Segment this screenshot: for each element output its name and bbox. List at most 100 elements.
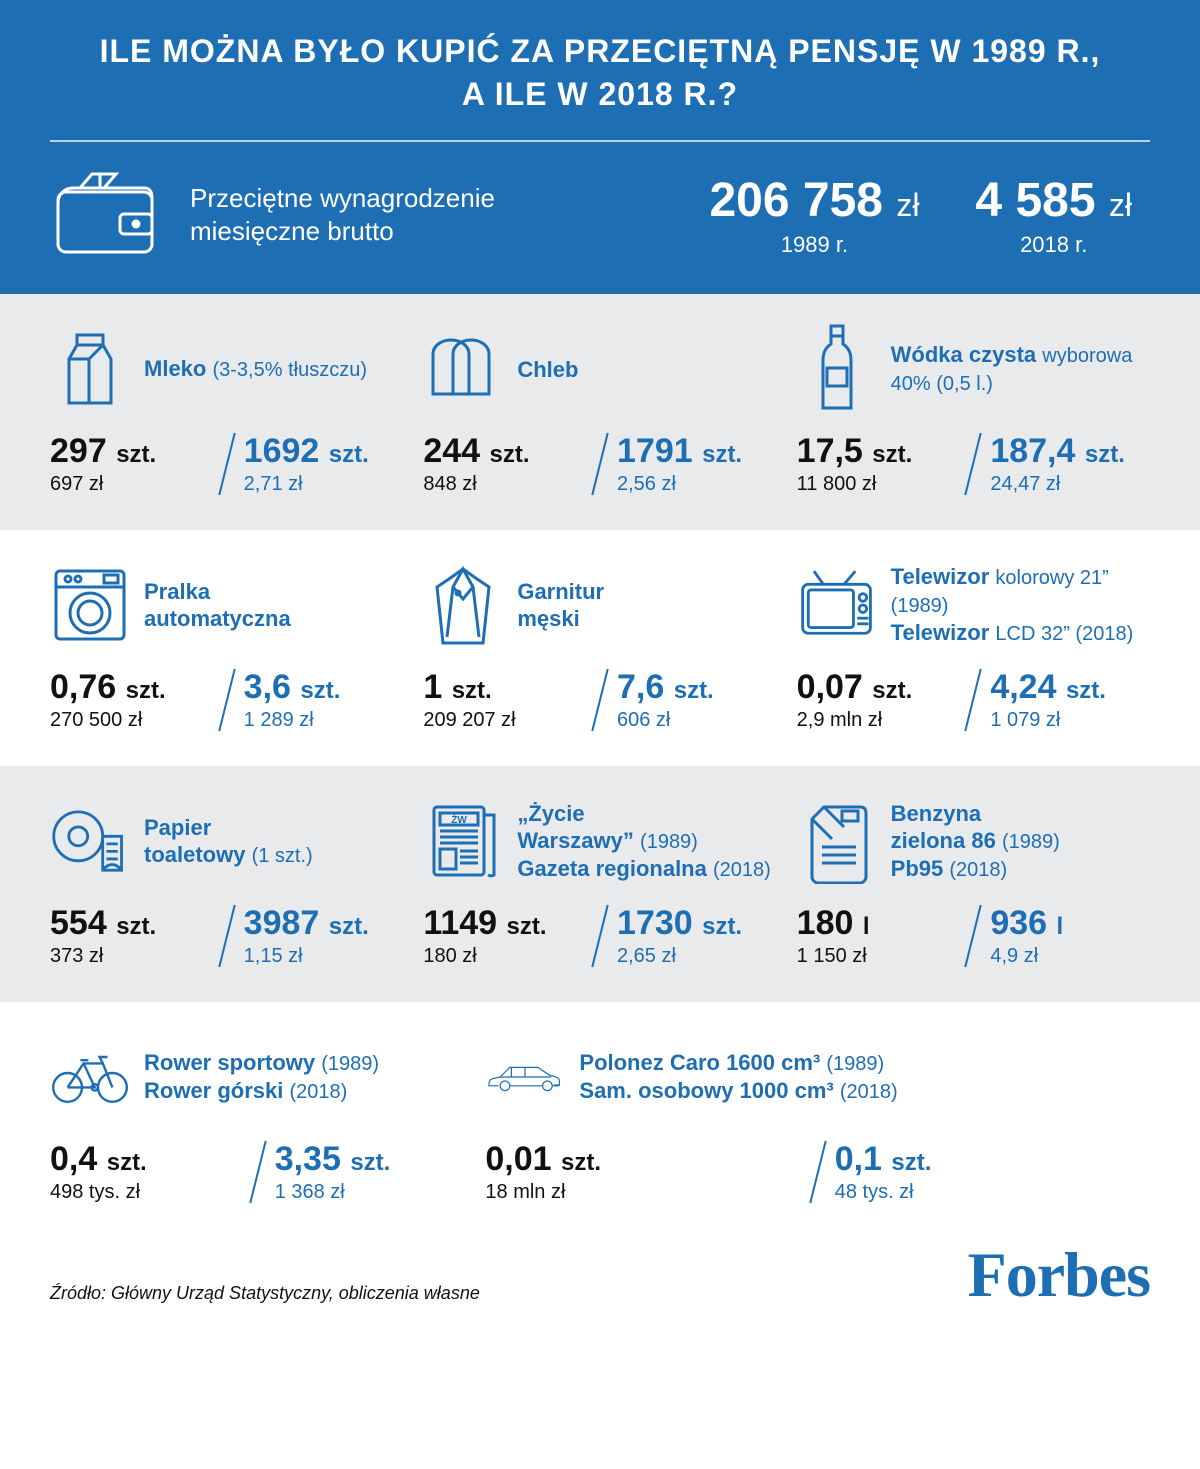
fuel-icon	[797, 801, 877, 881]
item-card: Telewizor kolorowy 21” (1989)Telewizor L…	[797, 560, 1150, 732]
value-2018: 187,4 szt. 24,47 zł	[990, 432, 1150, 496]
item-row: Papiertoaletowy (1 szt.) 554 szt. 373 zł…	[0, 766, 1200, 1002]
value-1989: 0,01 szt. 18 mln zł	[485, 1140, 800, 1204]
item-label: Benzynazielona 86 (1989)Pb95 (2018)	[891, 800, 1060, 884]
item-card: Wódka czysta wyborowa 40% (0,5 l.) 17,5 …	[797, 324, 1150, 496]
salary-1989: 206 758 zł 1989 r.	[691, 173, 937, 258]
washer-icon	[50, 565, 130, 645]
salary-row: Przeciętne wynagrodzenie miesięczne brut…	[50, 142, 1150, 294]
item-card: Garniturmęski 1 szt. 209 207 zł 7,6 szt.…	[423, 560, 776, 732]
milk-icon	[50, 329, 130, 409]
separator	[249, 1141, 266, 1204]
item-head: Papiertoaletowy (1 szt.)	[50, 796, 403, 886]
item-card: Polonez Caro 1600 cm³ (1989)Sam. osobowy…	[485, 1032, 1150, 1204]
separator	[809, 1141, 826, 1204]
value-1989: 1149 szt. 180 zł	[423, 904, 583, 968]
item-card: Pralkaautomatyczna 0,76 szt. 270 500 zł …	[50, 560, 403, 732]
value-1989: 0,4 szt. 498 tys. zł	[50, 1140, 241, 1204]
value-pair: 0,76 szt. 270 500 zł 3,6 szt. 1 289 zł	[50, 668, 403, 732]
item-head: Telewizor kolorowy 21” (1989)Telewizor L…	[797, 560, 1150, 650]
bottle-icon	[797, 329, 877, 409]
value-1989: 244 szt. 848 zł	[423, 432, 583, 496]
separator	[591, 433, 608, 496]
separator	[591, 905, 608, 968]
value-pair: 297 szt. 697 zł 1692 szt. 2,71 zł	[50, 432, 403, 496]
value-pair: 0,4 szt. 498 tys. zł 3,35 szt. 1 368 zł	[50, 1140, 465, 1204]
item-card: Mleko (3-3,5% tłuszczu) 297 szt. 697 zł …	[50, 324, 403, 496]
suit-icon	[423, 565, 503, 645]
item-head: Rower sportowy (1989)Rower górski (2018)	[50, 1032, 465, 1122]
item-head: Chleb	[423, 324, 776, 414]
footer: Źródło: Główny Urząd Statystyczny, oblic…	[0, 1238, 1200, 1332]
value-2018: 1791 szt. 2,56 zł	[617, 432, 777, 496]
value-pair: 17,5 szt. 11 800 zł 187,4 szt. 24,47 zł	[797, 432, 1150, 496]
item-label: Rower sportowy (1989)Rower górski (2018)	[144, 1049, 379, 1105]
value-2018: 936 l 4,9 zł	[990, 904, 1150, 968]
value-1989: 554 szt. 373 zł	[50, 904, 210, 968]
items-grid: Mleko (3-3,5% tłuszczu) 297 szt. 697 zł …	[0, 294, 1200, 1238]
item-card: Chleb 244 szt. 848 zł 1791 szt. 2,56 zł	[423, 324, 776, 496]
news-icon: ŻW	[423, 801, 503, 881]
header-block: ILE MOŻNA BYŁO KUPIĆ ZA PRZECIĘTNĄ PENSJ…	[0, 0, 1200, 294]
value-pair: 554 szt. 373 zł 3987 szt. 1,15 zł	[50, 904, 403, 968]
separator	[965, 669, 982, 732]
toilet-icon	[50, 801, 130, 881]
value-pair: 0,07 szt. 2,9 mln zł 4,24 szt. 1 079 zł	[797, 668, 1150, 732]
page-title: ILE MOŻNA BYŁO KUPIĆ ZA PRZECIĘTNĄ PENSJ…	[50, 30, 1150, 140]
separator	[965, 905, 982, 968]
source-text: Źródło: Główny Urząd Statystyczny, oblic…	[50, 1283, 968, 1312]
brand-logo: Forbes	[968, 1238, 1150, 1312]
title-line-2: A ILE W 2018 R.?	[462, 76, 738, 112]
value-1989: 1 szt. 209 207 zł	[423, 668, 583, 732]
item-row: Rower sportowy (1989)Rower górski (2018)…	[0, 1002, 1200, 1238]
value-2018: 3,35 szt. 1 368 zł	[275, 1140, 466, 1204]
item-label: Garniturmęski	[517, 578, 604, 633]
bike-icon	[50, 1037, 130, 1117]
value-2018: 3,6 szt. 1 289 zł	[244, 668, 404, 732]
item-row: Pralkaautomatyczna 0,76 szt. 270 500 zł …	[0, 530, 1200, 766]
item-card: Benzynazielona 86 (1989)Pb95 (2018) 180 …	[797, 796, 1150, 968]
item-label: Chleb	[517, 356, 578, 384]
item-head: ŻW „ŻycieWarszawy” (1989)Gazeta regional…	[423, 796, 776, 886]
separator	[218, 669, 235, 732]
item-label: Polonez Caro 1600 cm³ (1989)Sam. osobowy…	[579, 1049, 897, 1105]
wallet-icon	[50, 170, 160, 260]
car-icon	[485, 1037, 565, 1117]
item-card: Papiertoaletowy (1 szt.) 554 szt. 373 zł…	[50, 796, 403, 968]
value-1989: 17,5 szt. 11 800 zł	[797, 432, 957, 496]
title-line-1: ILE MOŻNA BYŁO KUPIĆ ZA PRZECIĘTNĄ PENSJ…	[100, 33, 1101, 69]
value-pair: 1 szt. 209 207 zł 7,6 szt. 606 zł	[423, 668, 776, 732]
tv-icon	[797, 565, 877, 645]
bread-icon	[423, 329, 503, 409]
item-label: Wódka czysta wyborowa 40% (0,5 l.)	[891, 341, 1150, 397]
value-pair: 1149 szt. 180 zł 1730 szt. 2,65 zł	[423, 904, 776, 968]
item-row: Mleko (3-3,5% tłuszczu) 297 szt. 697 zł …	[0, 294, 1200, 530]
value-2018: 1692 szt. 2,71 zł	[244, 432, 404, 496]
value-1989: 0,07 szt. 2,9 mln zł	[797, 668, 957, 732]
item-label: Pralkaautomatyczna	[144, 578, 291, 633]
value-2018: 0,1 szt. 48 tys. zł	[835, 1140, 1150, 1204]
item-head: Garniturmęski	[423, 560, 776, 650]
value-1989: 297 szt. 697 zł	[50, 432, 210, 496]
value-2018: 1730 szt. 2,65 zł	[617, 904, 777, 968]
value-1989: 180 l 1 150 zł	[797, 904, 957, 968]
item-card: ŻW „ŻycieWarszawy” (1989)Gazeta regional…	[423, 796, 776, 968]
item-label: Telewizor kolorowy 21” (1989)Telewizor L…	[891, 563, 1150, 647]
item-head: Wódka czysta wyborowa 40% (0,5 l.)	[797, 324, 1150, 414]
infographic-container: ILE MOŻNA BYŁO KUPIĆ ZA PRZECIĘTNĄ PENSJ…	[0, 0, 1200, 1332]
value-pair: 244 szt. 848 zł 1791 szt. 2,56 zł	[423, 432, 776, 496]
value-2018: 4,24 szt. 1 079 zł	[990, 668, 1150, 732]
item-head: Polonez Caro 1600 cm³ (1989)Sam. osobowy…	[485, 1032, 1150, 1122]
item-card: Rower sportowy (1989)Rower górski (2018)…	[50, 1032, 465, 1204]
item-head: Mleko (3-3,5% tłuszczu)	[50, 324, 403, 414]
separator	[965, 433, 982, 496]
item-label: Papiertoaletowy (1 szt.)	[144, 814, 313, 870]
item-head: Benzynazielona 86 (1989)Pb95 (2018)	[797, 796, 1150, 886]
salary-2018: 4 585 zł 2018 r.	[957, 173, 1150, 258]
separator	[218, 433, 235, 496]
item-label: „ŻycieWarszawy” (1989)Gazeta regionalna …	[517, 800, 770, 884]
item-head: Pralkaautomatyczna	[50, 560, 403, 650]
item-label: Mleko (3-3,5% tłuszczu)	[144, 355, 367, 383]
value-1989: 0,76 szt. 270 500 zł	[50, 668, 210, 732]
value-pair: 0,01 szt. 18 mln zł 0,1 szt. 48 tys. zł	[485, 1140, 1150, 1204]
